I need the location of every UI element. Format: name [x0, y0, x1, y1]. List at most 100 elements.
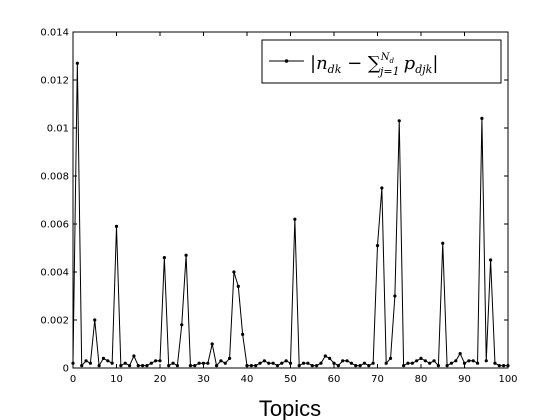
data-point: [288, 361, 293, 365]
legend-sum: ∑: [368, 53, 381, 74]
y-tick-label: 0.012: [40, 76, 69, 87]
data-point: [71, 361, 75, 365]
data-point: [228, 356, 232, 360]
legend-sum-sup: N: [380, 52, 391, 63]
data-point: [458, 352, 462, 356]
data-point: [336, 364, 340, 368]
data-point: [362, 361, 367, 365]
plot-area: [72, 31, 509, 369]
data-point: [449, 361, 454, 365]
data-point: [415, 359, 419, 363]
x-tick-label: 100: [498, 374, 517, 385]
data-point: [315, 364, 319, 368]
x-axis-label: Topics: [259, 396, 321, 420]
x-axis-ticks: 0 10 20 30 40 50 60 70 80 90 100: [70, 32, 518, 385]
data-point: [262, 359, 266, 363]
data-point: [180, 323, 184, 327]
data-point: [284, 359, 288, 363]
data-point: [201, 361, 206, 365]
data-point: [219, 359, 223, 363]
legend-sum-sup-sub: d: [390, 57, 395, 65]
x-tick-label: 60: [328, 374, 341, 385]
data-point: [154, 359, 158, 363]
data-point: [423, 359, 427, 363]
data-point: [167, 364, 171, 368]
data-point: [258, 361, 262, 365]
x-tick-label: 20: [154, 374, 167, 385]
data-point: [188, 364, 193, 368]
data-point: [497, 364, 501, 368]
legend-sum-sub: j=1: [377, 65, 400, 78]
data-point: [436, 364, 440, 368]
data-point: [293, 217, 297, 221]
data-point: [254, 364, 258, 368]
data-point: [332, 361, 336, 365]
data-point: [275, 364, 280, 368]
y-tick-label: 0.002: [40, 316, 69, 327]
data-point: [428, 361, 432, 365]
data-point: [267, 361, 271, 365]
data-point: [241, 332, 245, 336]
data-point: [297, 364, 301, 368]
data-point: [406, 361, 410, 365]
data-point: [232, 270, 236, 274]
data-point: [271, 361, 275, 365]
data-point: [402, 364, 406, 368]
data-point: [75, 61, 79, 65]
data-point: [367, 364, 371, 368]
data-point: [149, 361, 153, 365]
data-point: [249, 364, 253, 368]
data-point: [454, 359, 458, 363]
data-point: [158, 359, 162, 363]
legend-abs-close: |: [432, 53, 438, 74]
data-point: [93, 318, 97, 322]
data-point: [162, 256, 166, 260]
legend-marker-sample: [284, 59, 289, 63]
data-point: [462, 361, 467, 365]
data-point: [354, 364, 358, 368]
data-point: [445, 364, 449, 368]
data-point: [493, 361, 497, 365]
data-point: [306, 361, 310, 365]
data-point: [141, 364, 145, 368]
data-point: [97, 364, 101, 368]
data-point: [184, 253, 188, 257]
y-tick-label: 0.008: [40, 172, 69, 183]
data-point: [467, 359, 471, 363]
x-tick-label: 0: [70, 374, 76, 385]
x-tick-label: 10: [110, 374, 123, 385]
data-point: [301, 361, 306, 365]
data-point: [119, 364, 123, 368]
data-point: [397, 119, 401, 123]
legend-p: p: [404, 53, 416, 74]
data-point: [475, 361, 480, 365]
data-point: [145, 364, 149, 368]
data-point: [88, 361, 92, 365]
data-point: [136, 364, 140, 368]
y-tick-label: 0.006: [40, 220, 69, 231]
legend-abs-open: |: [310, 53, 316, 74]
y-tick-label: 0: [63, 364, 69, 375]
data-point: [393, 294, 397, 298]
data-point: [441, 241, 445, 245]
data-point: [384, 361, 388, 365]
data-point: [110, 361, 114, 365]
data-point: [388, 356, 393, 360]
data-point: [171, 361, 175, 365]
data-point: [197, 361, 201, 365]
data-point: [206, 361, 210, 365]
data-point: [127, 364, 132, 368]
legend-label: |ndk − ∑Nd j=1 pdjk|: [310, 52, 438, 78]
data-point: [328, 356, 332, 360]
data-point: [410, 361, 414, 365]
data-point: [349, 361, 353, 365]
data-point: [175, 364, 179, 368]
x-tick-label: 80: [415, 374, 428, 385]
legend-n: n: [316, 53, 328, 74]
data-point: [280, 361, 284, 365]
y-tick-label: 0.004: [40, 268, 69, 279]
legend-n-sub: dk: [328, 63, 342, 76]
data-point: [210, 342, 214, 346]
data-point: [502, 364, 506, 368]
